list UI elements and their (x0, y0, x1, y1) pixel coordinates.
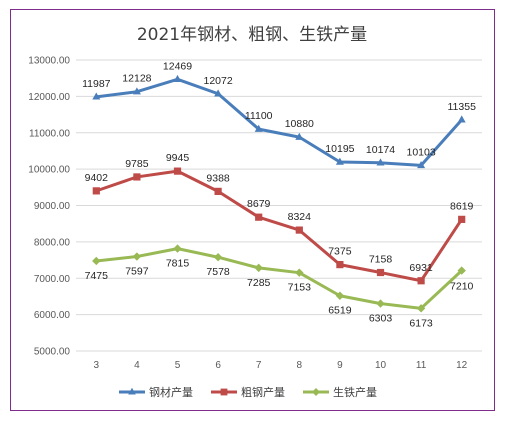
series-lines (92, 74, 466, 313)
data-label: 12128 (122, 73, 151, 85)
data-label: 8324 (288, 211, 312, 223)
square-marker (92, 187, 100, 195)
square-marker (336, 261, 344, 269)
legend: 钢材产量 粗钢产量 生铁产量 (119, 385, 377, 399)
data-label: 7153 (288, 282, 312, 294)
triangle-marker (132, 87, 141, 95)
x-tick-label: 7 (256, 360, 262, 371)
triangle-marker (254, 124, 263, 132)
x-tick-label: 3 (94, 360, 100, 371)
data-label: 8619 (450, 200, 474, 212)
data-label: 6519 (328, 305, 352, 317)
data-label: 10195 (325, 143, 354, 155)
x-tick-label: 9 (337, 360, 343, 371)
diamond-marker (213, 253, 223, 262)
triangle-marker (335, 157, 344, 165)
data-label: 9945 (166, 152, 190, 164)
diamond-marker (254, 263, 263, 273)
data-label: 6173 (409, 317, 433, 329)
triangle-marker (417, 160, 426, 169)
diamond-marker (335, 291, 345, 300)
data-label: 6303 (369, 313, 393, 325)
x-axis-ticks: 3 4 5 6 7 8 9 10 11 12 (94, 360, 468, 371)
diamond-marker (92, 256, 101, 266)
chart-title: 2021年钢材、粗钢、生铁产量 (137, 25, 367, 45)
diamond-marker (173, 244, 182, 253)
diamond-marker (312, 388, 320, 396)
x-tick-label: 5 (175, 360, 181, 371)
x-tick-label: 4 (134, 360, 140, 371)
square-marker (376, 268, 385, 277)
chart-frame (10, 9, 495, 411)
data-label: 10103 (406, 146, 435, 158)
data-label: 9402 (85, 172, 109, 184)
y-tick-label: 6000.00 (34, 310, 71, 321)
triangle-marker (128, 387, 136, 395)
diamond-marker (132, 252, 142, 261)
triangle-marker (295, 132, 304, 140)
y-tick-label: 9000.00 (34, 201, 71, 212)
legend-label: 钢材产量 (149, 385, 193, 399)
data-label: 7375 (328, 246, 352, 258)
data-label: 12469 (163, 60, 192, 72)
grid-lines (76, 59, 482, 352)
y-tick-label: 8000.00 (34, 237, 71, 248)
data-label: 7475 (85, 270, 109, 282)
square-marker (458, 215, 466, 223)
x-tick-label: 12 (456, 360, 468, 371)
data-label: 9785 (125, 158, 149, 170)
data-label: 7210 (450, 281, 474, 293)
data-label: 11987 (82, 78, 111, 90)
y-axis-ticks: 5000.00 6000.00 7000.00 8000.00 9000.00 10000… (28, 56, 70, 358)
diamond-marker (457, 266, 466, 275)
square-marker (255, 213, 263, 221)
data-label: 11355 (447, 101, 476, 113)
x-tick-label: 10 (375, 360, 387, 371)
triangle-marker (214, 89, 223, 97)
square-marker (173, 167, 182, 175)
data-label: 7597 (125, 266, 149, 278)
series-line (96, 247, 463, 310)
square-marker (220, 388, 228, 396)
x-tick-label: 11 (416, 360, 427, 371)
y-tick-label: 7000.00 (34, 274, 71, 285)
diamond-marker (295, 268, 304, 277)
data-label: 9388 (206, 172, 230, 184)
triangle-marker (457, 115, 466, 123)
series-line (96, 77, 463, 167)
data-label: 10880 (285, 118, 314, 130)
data-label: 12072 (203, 75, 232, 87)
x-tick-label: 8 (297, 360, 303, 371)
data-label: 10174 (366, 144, 395, 156)
triangle-marker (92, 92, 101, 100)
y-tick-label: 11000.00 (29, 128, 70, 139)
y-tick-label: 12000.00 (28, 92, 70, 103)
square-marker (295, 226, 303, 234)
diamond-marker (416, 304, 426, 313)
data-label: 6931 (409, 262, 433, 274)
data-labels: 11987 12128 12469 12072 11100 10880 10195 10174… (82, 60, 476, 329)
triangle-marker (376, 158, 385, 166)
x-tick-label: 6 (215, 360, 221, 371)
legend-label: 粗钢产量 (241, 385, 285, 399)
y-tick-label: 10000.00 (28, 165, 70, 176)
data-label: 7815 (166, 258, 190, 270)
data-label: 7158 (369, 254, 393, 266)
y-tick-label: 13000.00 (28, 56, 70, 67)
square-marker (214, 187, 222, 195)
square-marker (417, 277, 425, 285)
diamond-marker (376, 299, 385, 308)
data-label: 7285 (247, 277, 271, 289)
series-line (95, 169, 463, 283)
data-label: 8679 (247, 198, 271, 210)
legend-label: 生铁产量 (333, 385, 377, 399)
y-tick-label: 5000.00 (34, 347, 71, 358)
square-marker (133, 173, 141, 181)
data-label: 7578 (206, 266, 230, 278)
data-label: 11100 (245, 110, 273, 122)
triangle-marker (173, 74, 182, 83)
